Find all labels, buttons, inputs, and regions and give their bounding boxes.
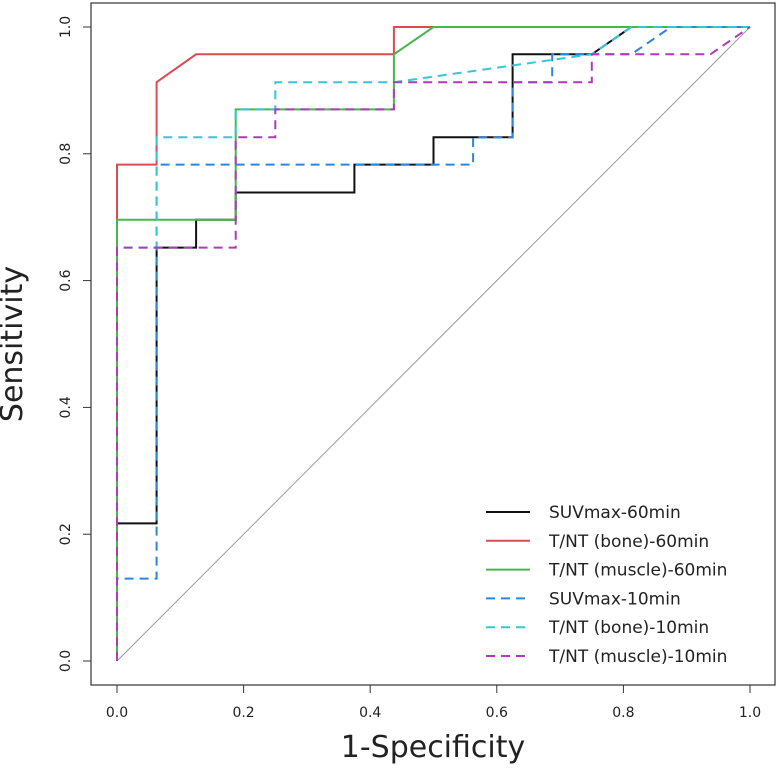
y-axis-title: Sensitivity xyxy=(0,266,30,422)
legend-label: SUVmax-10min xyxy=(549,589,681,609)
legend-label: T/NT (bone)-60min xyxy=(548,532,709,552)
x-tick-label: 0.2 xyxy=(232,705,254,721)
x-tick-label: 0.4 xyxy=(359,705,381,721)
y-tick-label: 0.4 xyxy=(58,396,74,418)
roc-curve-t-nt-bone-10min xyxy=(116,26,750,661)
legend: SUVmax-60min T/NT (bone)-60min T/NT (muscl… xyxy=(486,503,727,667)
roc-curve-t-nt-muscle-60min xyxy=(116,26,750,661)
chance-diagonal-line xyxy=(116,26,751,662)
x-axis-title: 1-Specificity xyxy=(341,730,526,765)
roc-curve-t-nt-muscle-10min xyxy=(116,26,751,661)
y-tick-label: 1.0 xyxy=(58,16,74,38)
x-tick-label: 0.8 xyxy=(612,705,634,721)
y-tick-label: 0.6 xyxy=(58,269,74,291)
y-axis: 0.0 0.2 0.4 0.6 0.8 1.0 xyxy=(58,16,92,672)
y-tick-label: 0.0 xyxy=(58,650,74,672)
x-tick-label: 0.0 xyxy=(106,705,128,721)
legend-label: T/NT (bone)-10min xyxy=(548,618,709,638)
legend-label: SUVmax-60min xyxy=(549,503,681,523)
y-tick-label: 0.8 xyxy=(58,143,74,165)
x-axis: 0.0 0.2 0.4 0.6 0.8 1.0 xyxy=(106,684,761,721)
legend-label: T/NT (muscle)-10min xyxy=(548,647,727,667)
roc-curve-t-nt-bone-60min xyxy=(116,26,750,661)
x-tick-label: 0.6 xyxy=(486,705,508,721)
roc-curves xyxy=(116,26,751,661)
roc-curve-suvmax-10min xyxy=(116,26,750,661)
y-tick-label: 0.2 xyxy=(58,523,74,545)
x-tick-label: 1.0 xyxy=(739,705,761,721)
legend-label: T/NT (muscle)-60min xyxy=(548,561,727,581)
